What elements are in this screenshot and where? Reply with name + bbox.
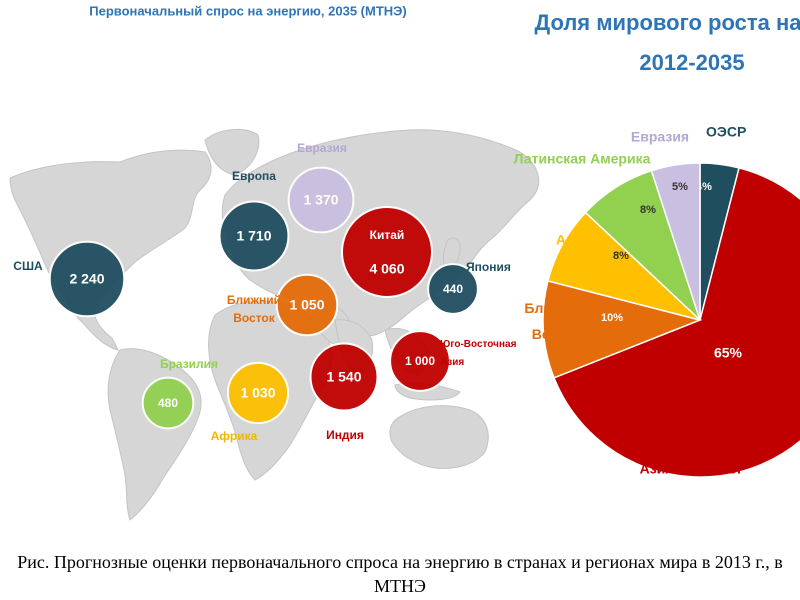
bubble-value-8: 480 — [158, 396, 178, 410]
pie-label-2: Ближний Восток — [524, 300, 587, 342]
bubble-value-5: 1 050 — [289, 297, 324, 313]
region-label-9: Африка — [211, 429, 258, 443]
bubble-0 — [48, 240, 126, 318]
pie-label-0: ОЭСР — [706, 124, 746, 140]
bubble-value-2: 1 370 — [303, 192, 338, 208]
pie-pct-4: 8% — [640, 204, 656, 216]
bubble-value-1: 1 710 — [236, 228, 271, 244]
pie-label-1: Азия вне ОЭСР — [640, 461, 747, 477]
bubble-6 — [389, 330, 451, 392]
pie-title-line1: Доля мирового роста на — [535, 10, 800, 35]
pie-label-3: Африка — [556, 232, 611, 248]
region-label-4: Япония — [466, 260, 511, 274]
pie-slice-1 — [553, 167, 800, 478]
australia-shape — [389, 405, 489, 469]
region-label-5: Ближний Восток — [227, 293, 281, 325]
pie-title-line2: 2012-2035 — [639, 50, 744, 75]
bubble-4 — [427, 263, 479, 315]
bubble-8 — [141, 376, 195, 430]
pie-slice-2 — [542, 280, 703, 379]
region-label-3: Китай — [370, 228, 405, 242]
bubble-value-3: 4 060 — [369, 261, 404, 277]
map-title: Первоначальный спрос на энергию, 2035 (М… — [89, 3, 406, 18]
bubbles-layer: 2 240 США 1 710 Европа 1 370 Евразия Китай 4 06… — [13, 141, 516, 443]
bubble-value-4: 440 — [443, 282, 463, 296]
bubble-value-7: 1 540 — [326, 369, 361, 385]
region-label-8: Бразилия — [160, 357, 218, 371]
bubble-5 — [275, 273, 339, 337]
region-label-6: Юго-Восточная Азия — [440, 339, 517, 368]
bubble-value-0: 2 240 — [69, 271, 104, 287]
pie-pct-3: 8% — [613, 250, 629, 262]
bubble-7 — [309, 342, 379, 412]
pie-label-4: Латинская Америка — [514, 151, 651, 167]
region-label-1: Европа — [232, 169, 276, 183]
bubble-value-6: 1 000 — [405, 354, 435, 368]
bubble-3 — [341, 206, 433, 298]
region-label-2: Евразия — [297, 141, 347, 155]
titles-layer: Первоначальный спрос на энергию, 2035 (М… — [89, 3, 800, 74]
bubble-9 — [226, 361, 290, 425]
pie-pct-2: 10% — [601, 312, 623, 324]
bubble-2 — [287, 166, 355, 234]
bubble-value-9: 1 030 — [240, 385, 275, 401]
pie-pct-5: 5% — [672, 181, 688, 193]
south-america-shape — [107, 348, 202, 521]
pie-pct-1: 65% — [714, 345, 743, 361]
pie-label-5: Евразия — [631, 129, 689, 145]
figure-caption: Рис. Прогнозные оценки первоначального с… — [17, 552, 783, 596]
region-label-7: Индия — [326, 428, 364, 442]
bubble-1 — [218, 200, 290, 272]
region-label-0: США — [13, 259, 43, 273]
chart-canvas: 2 240 США 1 710 Европа 1 370 Евразия Китай 4 06… — [9, 3, 800, 521]
pie-slice-5 — [650, 162, 701, 321]
greenland-shape — [204, 128, 260, 176]
